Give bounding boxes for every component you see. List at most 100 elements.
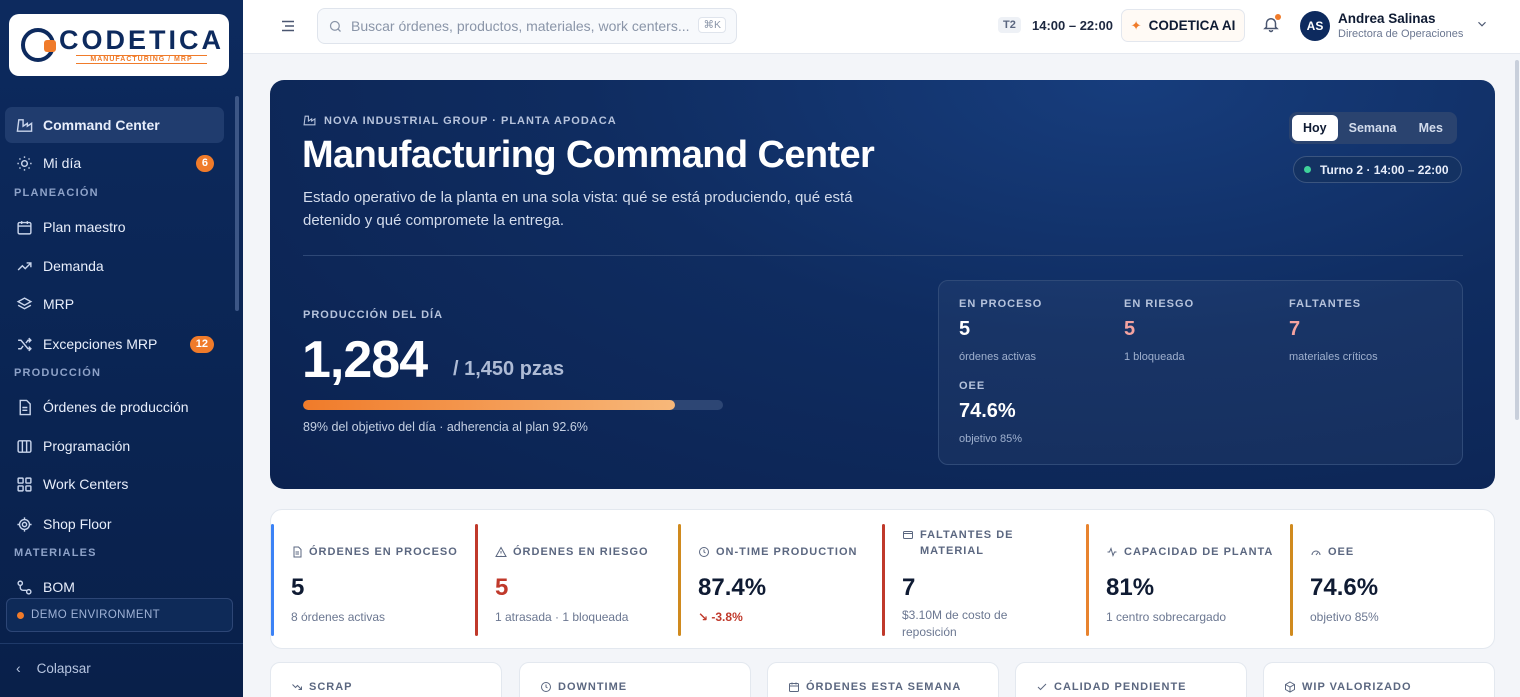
kpi-ordenes-en-proceso[interactable]: ÓRDENES EN PROCESO 5 8 órdenes activas — [271, 524, 475, 636]
kpi-label-wrap: FALTANTES DE MATERIAL — [902, 527, 1052, 559]
mini-card-downtime[interactable]: DOWNTIME — [519, 662, 751, 697]
sidebar-item-excepciones-mrp[interactable]: Excepciones MRP 12 — [5, 326, 224, 362]
codetica-ai-button[interactable]: ✦ CODETICA AI — [1121, 9, 1245, 42]
kpi-label-wrap: ÓRDENES EN PROCESO — [291, 544, 458, 560]
kpi-accent-bar — [1290, 524, 1293, 636]
sidebar-item-work-centers[interactable]: Work Centers — [5, 466, 224, 502]
sidebar-item-label: Shop Floor — [43, 516, 112, 532]
shift-status-chip[interactable]: Turno 2 · 14:00 – 22:00 — [1293, 156, 1462, 183]
sidebar-scrollbar[interactable] — [235, 96, 239, 311]
avatar[interactable]: AS — [1300, 11, 1330, 41]
kpi-sub: objetivo 85% — [1310, 610, 1379, 624]
sidebar-divider — [0, 643, 243, 644]
kpi-value: 87.4% — [698, 574, 767, 601]
check-icon — [1037, 683, 1047, 691]
sparkle-icon: ✦ — [1130, 17, 1142, 33]
stat-value: 5 — [959, 318, 971, 340]
sun-icon — [15, 154, 33, 172]
sidebar-item-ordenes-produccion[interactable]: Órdenes de producción — [5, 389, 224, 425]
sidebar-item-shop-floor[interactable]: Shop Floor — [5, 506, 224, 542]
kpi-sub: $3.10M de costo de reposición — [902, 608, 1008, 639]
mini-card-label: WIP VALORIZADO — [1302, 681, 1412, 693]
mini-card-scrap[interactable]: SCRAP — [270, 662, 502, 697]
sidebar-item-label: Excepciones MRP — [43, 336, 158, 352]
search-bar[interactable]: ⌘K — [317, 8, 737, 44]
production-target: / 1,450 pzas — [453, 358, 565, 380]
demo-environment-banner: DEMO ENVIRONMENT — [6, 598, 233, 632]
kpi-sub: 8 órdenes activas — [291, 610, 386, 624]
kpi-faltantes-material[interactable]: FALTANTES DE MATERIAL 7 $3.10M de costo … — [882, 524, 1086, 639]
kpi-oee[interactable]: OEE 74.6% objetivo 85% — [1290, 524, 1494, 636]
bell-icon[interactable] — [1262, 15, 1280, 35]
layers-icon — [15, 295, 33, 313]
kpi-value: 5 — [495, 574, 509, 601]
production-progress-fill — [303, 400, 676, 410]
kpi-capacidad-planta[interactable]: CAPACIDAD DE PLANTA 81% 1 centro sobreca… — [1086, 524, 1290, 636]
user-name[interactable]: Andrea Salinas — [1338, 11, 1436, 26]
sidebar-item-mrp[interactable]: MRP — [5, 286, 224, 322]
sidebar-item-command-center[interactable]: Command Center — [5, 107, 224, 143]
chevron-left-icon: ‹ — [16, 660, 21, 676]
page-scrollbar[interactable] — [1515, 60, 1519, 420]
mini-card-label: CALIDAD PENDIENTE — [1054, 681, 1187, 693]
section-label-produccion: PRODUCCIÓN — [14, 367, 102, 379]
mini-card-label: DOWNTIME — [558, 681, 628, 693]
kpi-value: 7 — [902, 574, 916, 601]
chevron-down-icon[interactable] — [1475, 17, 1489, 31]
period-tab-hoy[interactable]: Hoy — [1292, 115, 1338, 141]
production-label: PRODUCCIÓN DEL DÍA — [303, 309, 444, 321]
search-icon — [328, 19, 343, 34]
document-icon — [15, 398, 33, 416]
stat-value: 7 — [1289, 318, 1301, 340]
logo-title: CODETICA — [59, 25, 224, 55]
ai-button-label: CODETICA AI — [1148, 18, 1236, 33]
stat-label: EN PROCESO — [959, 298, 1043, 310]
sidebar-item-plan-maestro[interactable]: Plan maestro — [5, 209, 224, 245]
pulse-icon — [1107, 547, 1117, 557]
kpi-label-wrap: OEE — [1310, 544, 1354, 560]
logo[interactable]: CODETICA MANUFACTURING / MRP — [9, 14, 229, 76]
mini-card-calidad-pendiente[interactable]: CALIDAD PENDIENTE — [1015, 662, 1247, 697]
kpi-accent-bar — [271, 524, 274, 636]
mini-card-label: ÓRDENES ESTA SEMANA — [806, 681, 962, 693]
sidebar-item-mi-dia[interactable]: Mi día 6 — [5, 145, 224, 181]
sidebar-item-programacion[interactable]: Programación — [5, 428, 224, 464]
sidebar-item-bom[interactable]: BOM — [5, 569, 224, 605]
period-tab-semana[interactable]: Semana — [1348, 121, 1397, 135]
mini-card-ordenes-semana[interactable]: ÓRDENES ESTA SEMANA — [767, 662, 999, 697]
collapse-button[interactable]: ‹ Colapsar — [16, 660, 91, 676]
kpi-label: ON-TIME PRODUCTION — [716, 546, 858, 558]
production-progress-bar — [303, 400, 723, 410]
count-badge: 6 — [195, 154, 214, 172]
document-icon — [293, 546, 302, 558]
mini-card-wip-valorizado[interactable]: WIP VALORIZADO — [1263, 662, 1495, 697]
period-tab-mes[interactable]: Mes — [1418, 121, 1443, 135]
sidebar-item-demanda[interactable]: Demanda — [5, 248, 224, 284]
kpi-accent-bar — [475, 524, 478, 636]
package-icon — [903, 531, 913, 539]
user-role: Directora de Operaciones — [1338, 28, 1464, 40]
sidebar-item-label: MRP — [43, 296, 75, 312]
stat-faltantes: FALTANTES 7 materiales críticos — [1289, 298, 1378, 363]
kpi-label: CAPACIDAD DE PLANTA — [1124, 546, 1274, 558]
kpi-ordenes-en-riesgo[interactable]: ÓRDENES EN RIESGO 5 1 atrasada · 1 bloqu… — [475, 524, 679, 636]
hero-panel: NOVA INDUSTRIAL GROUP · PLANTA APODACA M… — [270, 80, 1495, 489]
stat-sub: 1 bloqueada — [1124, 351, 1185, 363]
menu-icon[interactable] — [279, 17, 297, 35]
mini-card-label: SCRAP — [309, 681, 353, 693]
shift-label: Turno 2 · 14:00 – 22:00 — [1320, 162, 1449, 177]
period-selector: Hoy Semana Mes — [1289, 112, 1457, 144]
shuffle-icon — [15, 335, 33, 353]
kpi-on-time-production[interactable]: ON-TIME PRODUCTION 87.4% ↘ -3.8% — [678, 524, 882, 636]
sidebar-item-label: Mi día — [43, 155, 82, 171]
status-dot-icon — [17, 611, 24, 619]
sidebar-item-label: Command Center — [43, 117, 160, 133]
calendar-icon — [15, 218, 33, 236]
page-title: Manufacturing Command Center — [302, 134, 875, 176]
grid-icon — [15, 475, 33, 493]
stat-label: EN RIESGO — [1124, 298, 1195, 310]
logo-subtitle: MANUFACTURING / MRP — [76, 55, 207, 64]
production-value: 1,284 — [302, 331, 428, 389]
search-input[interactable] — [351, 18, 703, 34]
clock-icon — [541, 682, 551, 692]
